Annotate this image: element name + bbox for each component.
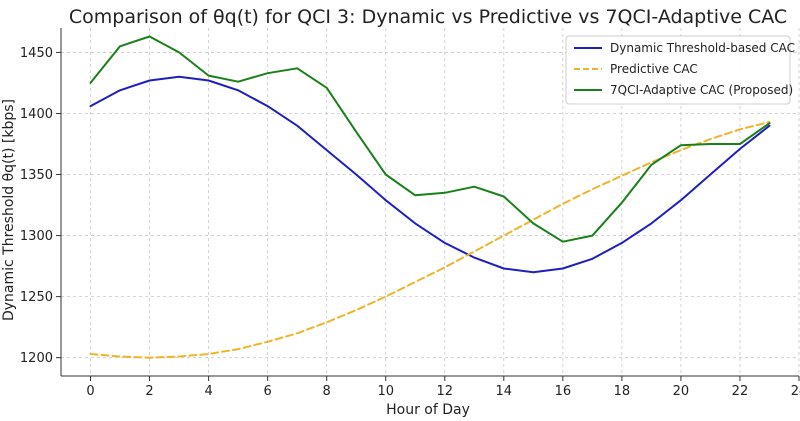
x-tick-label: 12 (436, 384, 453, 399)
series-line-1 (89, 75, 771, 274)
grid-lines (61, 28, 800, 376)
y-tick-label: 1350 (20, 168, 53, 183)
y-tick-label: 1450 (20, 46, 53, 61)
series-lines (89, 35, 771, 359)
legend-label-3: 7QCI-Adaptive CAC (Proposed) (610, 83, 793, 97)
x-tick-label: 24 (791, 384, 800, 399)
legend-box (565, 35, 791, 105)
x-tick-label: 0 (86, 384, 94, 399)
legend-label-2: Predictive CAC (610, 62, 698, 76)
x-tick-label: 22 (732, 384, 749, 399)
x-tick-label: 2 (145, 384, 153, 399)
x-tick-label: 16 (555, 384, 572, 399)
x-tick-label: 20 (673, 384, 690, 399)
legend-label-1: Dynamic Threshold-based CAC (610, 41, 795, 55)
y-tick-label: 1400 (20, 107, 53, 122)
chart-title: Comparison of θq(t) for QCI 3: Dynamic v… (69, 6, 787, 28)
y-tick-label: 1200 (20, 351, 53, 366)
axes: 0246810121416182022241200125013001350140… (20, 28, 800, 399)
series-line-2 (89, 121, 771, 359)
x-tick-label: 18 (614, 384, 631, 399)
y-tick-label: 1300 (20, 229, 53, 244)
x-tick-label: 8 (323, 384, 331, 399)
x-axis-label: Hour of Day (386, 402, 470, 418)
x-tick-label: 6 (263, 384, 271, 399)
y-axis-label: Dynamic Threshold θq(t) [kbps] (1, 99, 17, 321)
x-tick-label: 10 (377, 384, 394, 399)
series-line-3 (89, 35, 771, 243)
y-tick-label: 1250 (20, 290, 53, 305)
x-tick-label: 4 (204, 384, 212, 399)
legend: Dynamic Threshold-based CAC Predictive CA… (565, 35, 795, 105)
x-tick-label: 14 (496, 384, 513, 399)
